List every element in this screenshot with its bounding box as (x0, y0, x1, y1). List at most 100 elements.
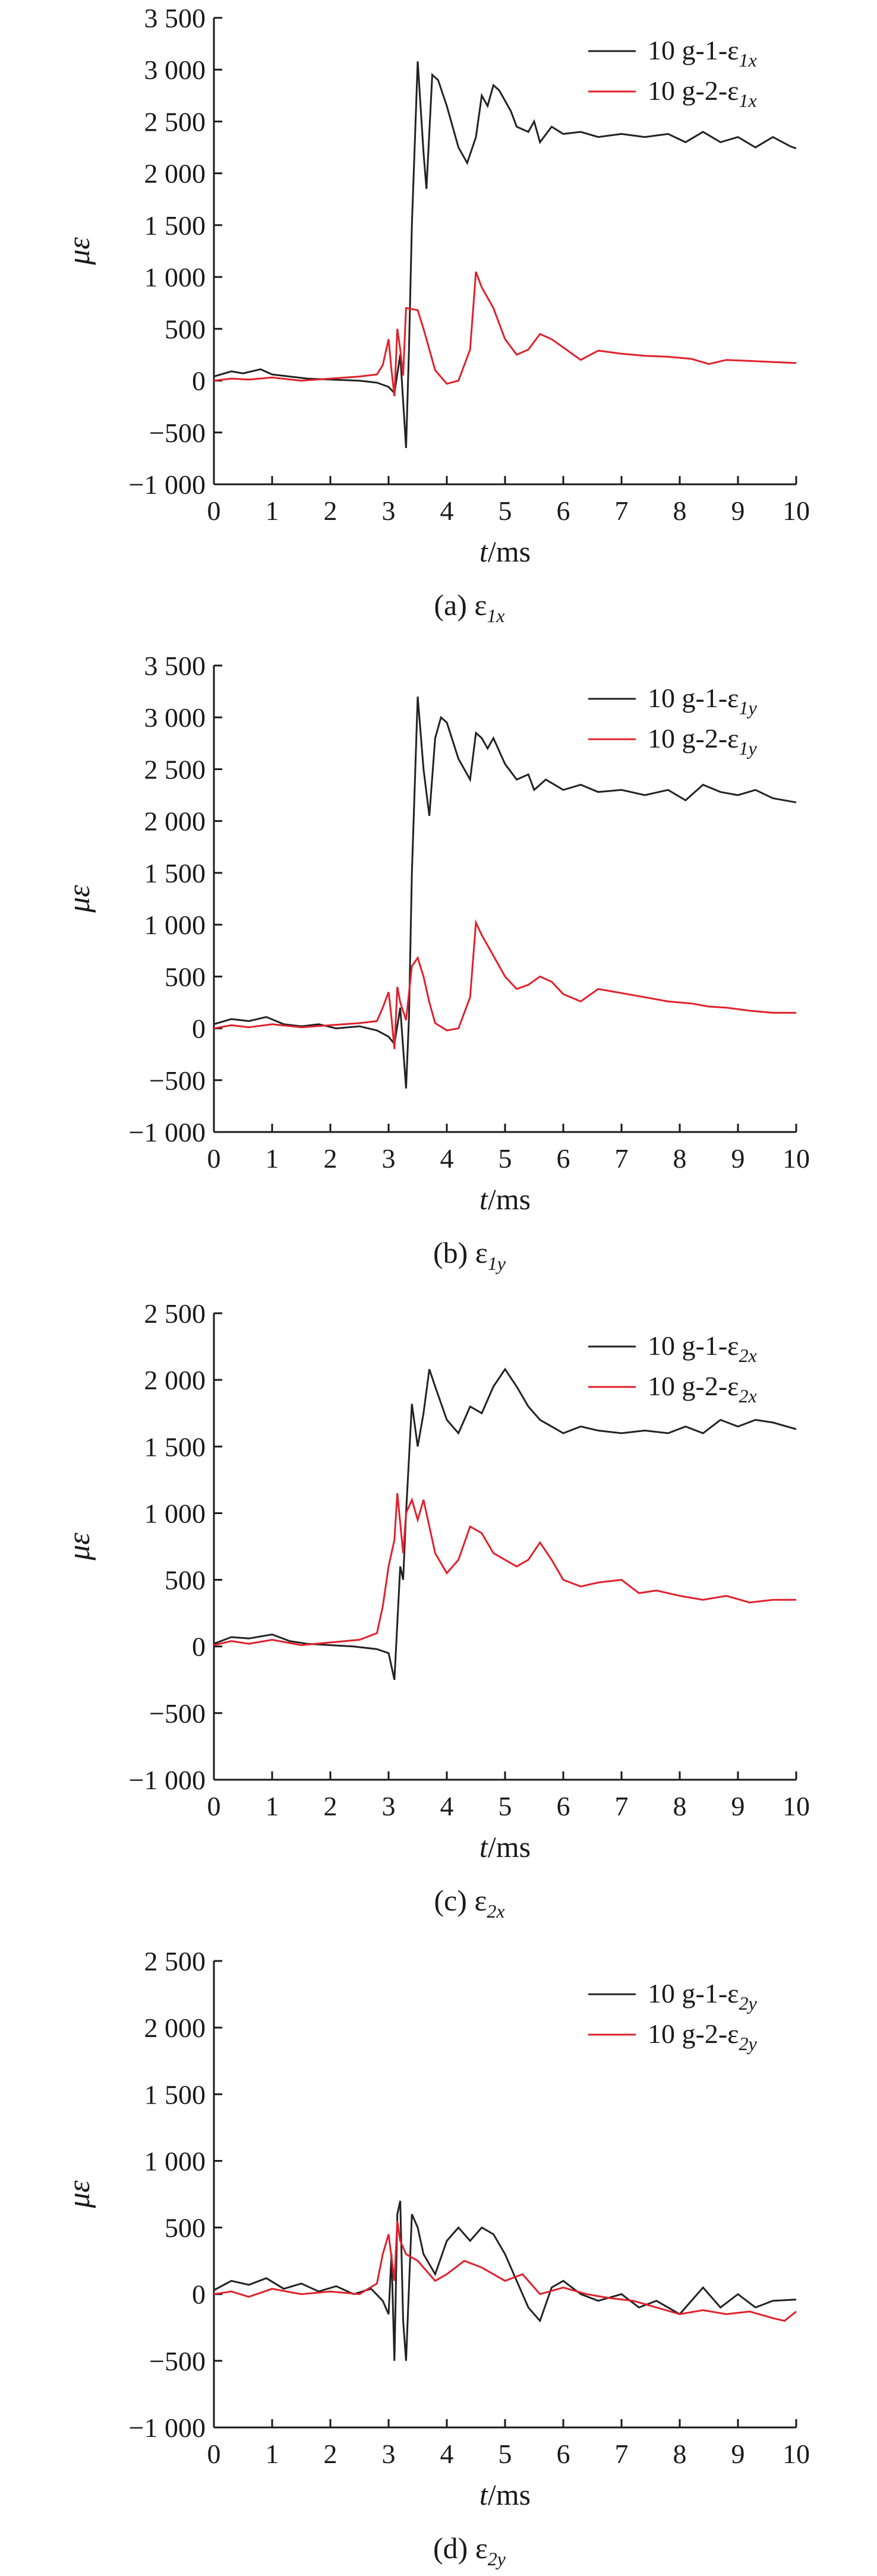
legend-label-1: 10 g-1-ε1x (648, 35, 757, 71)
x-tick-label: 10 (783, 2439, 810, 2469)
x-tick-label: 2 (324, 1143, 337, 1174)
x-tick-label: 4 (440, 496, 454, 526)
x-tick-label: 8 (673, 1143, 687, 1174)
x-tick-label: 7 (615, 2439, 629, 2469)
chart-panel-2: −1 000 −500 0 500 1 000 1 500 2 000 2 500 3 000 3… (62, 651, 810, 1274)
y-tick-label: 3 000 (144, 55, 206, 85)
x-tick-label: 4 (440, 1143, 454, 1174)
x-tick-label: 2 (324, 2439, 337, 2469)
legend-label-2: 10 g-2-ε1x (648, 75, 757, 111)
x-tick-label: 8 (673, 496, 687, 526)
y-tick-label: 1 500 (144, 2079, 206, 2110)
y-tick-label: 3 500 (144, 651, 206, 681)
legend-label-2: 10 g-2-ε2x (648, 1371, 757, 1407)
x-tick-label: 10 (783, 1791, 810, 1821)
series-line-2 (213, 1493, 796, 1647)
x-tick-label: 1 (266, 2439, 279, 2469)
y-tick-label: −1 000 (129, 2413, 206, 2443)
x-tick-label: 10 (783, 496, 810, 526)
chart-caption: (b) ε1y (433, 1236, 506, 1274)
x-tick-label: 0 (207, 1791, 221, 1821)
y-tick-label: 2 500 (144, 1298, 206, 1329)
x-tick-label: 3 (382, 2439, 396, 2469)
y-tick-label: 1 000 (144, 2146, 206, 2176)
y-tick-label: 1 000 (144, 1498, 206, 1528)
y-tick-label: 0 (192, 366, 206, 396)
y-tick-label: −1 000 (129, 1765, 206, 1795)
y-tick-label: 0 (192, 2279, 206, 2310)
y-tick-label: 3 000 (144, 702, 206, 733)
y-tick-label: 2 000 (144, 806, 206, 837)
x-tick-label: 1 (266, 496, 279, 526)
x-tick-label: 5 (499, 1143, 512, 1174)
y-axis-label: με (62, 885, 96, 913)
x-axis-label: t/ms (479, 2478, 531, 2511)
chart-panel-3: −1 000 −500 0 500 1 000 1 500 2 000 2 500 0 1 2 3 4 5… (62, 1298, 810, 1922)
x-axis-label: t/ms (479, 535, 531, 568)
y-tick-label: −1 000 (129, 1117, 206, 1147)
chart-caption: (a) ε1x (434, 588, 504, 626)
x-axis-label: t/ms (479, 1830, 531, 1864)
legend-label-1: 10 g-1-ε2x (648, 1330, 757, 1366)
x-tick-label: 7 (615, 496, 629, 526)
series-line-1 (213, 61, 797, 448)
y-tick-label: 2 500 (144, 754, 206, 784)
x-tick-label: 7 (615, 1143, 629, 1174)
x-tick-label: 7 (615, 1791, 629, 1821)
y-tick-label: −500 (149, 1065, 206, 1096)
y-tick-label: 2 000 (144, 159, 206, 189)
x-tick-label: 6 (557, 496, 570, 526)
series-line-2 (213, 2221, 797, 2322)
y-tick-label: −500 (149, 418, 206, 448)
series-line-2 (213, 271, 797, 396)
y-tick-label: 2 000 (144, 2013, 206, 2043)
x-tick-label: 5 (499, 1791, 512, 1821)
y-tick-label: 500 (165, 961, 206, 992)
y-tick-label: 2 000 (144, 1365, 206, 1395)
y-tick-label: −500 (149, 2346, 206, 2376)
y-tick-label: 1 000 (144, 262, 206, 292)
x-tick-label: 0 (207, 2439, 221, 2469)
x-tick-label: 9 (731, 1143, 745, 1174)
x-tick-label: 3 (382, 1143, 396, 1174)
legend-label-2: 10 g-2-ε1y (648, 723, 757, 759)
y-tick-label: 500 (165, 2213, 206, 2243)
series-line-1 (213, 696, 797, 1089)
y-tick-label: 3 500 (144, 3, 206, 33)
x-tick-label: 1 (266, 1143, 279, 1174)
y-tick-label: 500 (165, 314, 206, 344)
y-tick-label: 1 000 (144, 910, 206, 940)
x-tick-label: 6 (557, 1143, 570, 1174)
x-tick-label: 6 (557, 2439, 570, 2469)
legend-label-1: 10 g-1-ε1y (648, 683, 757, 718)
legend-label-1: 10 g-1-ε2y (648, 1978, 757, 2014)
x-tick-label: 5 (499, 2439, 512, 2469)
y-tick-label: 500 (165, 1565, 206, 1596)
x-tick-label: 1 (266, 1791, 279, 1821)
y-axis-label: με (62, 2180, 96, 2209)
chart-caption: (c) ε2x (434, 1884, 504, 1922)
x-tick-label: 6 (557, 1791, 570, 1821)
y-tick-label: 2 500 (144, 106, 206, 137)
x-tick-label: 9 (731, 1791, 745, 1821)
y-axis-label: με (62, 237, 96, 266)
y-tick-label: 1 500 (144, 210, 206, 241)
x-tick-label: 4 (440, 1791, 454, 1821)
y-tick-label: 1 500 (144, 858, 206, 888)
y-tick-label: −1 000 (129, 469, 206, 500)
x-tick-label: 2 (324, 1791, 337, 1821)
x-tick-label: 2 (324, 496, 337, 526)
y-tick-label: 1 500 (144, 1432, 206, 1462)
y-tick-label: −500 (149, 1698, 206, 1729)
x-tick-label: 5 (499, 496, 512, 526)
x-tick-label: 10 (783, 1143, 810, 1174)
series-line-1 (213, 2200, 797, 2361)
y-tick-label: 0 (192, 1014, 206, 1044)
x-tick-label: 9 (731, 496, 745, 526)
y-tick-label: 2 500 (144, 1946, 206, 1976)
x-tick-label: 0 (207, 1143, 221, 1174)
x-axis-label: t/ms (479, 1183, 531, 1216)
x-tick-label: 8 (673, 2439, 687, 2469)
x-tick-label: 3 (382, 1791, 396, 1821)
